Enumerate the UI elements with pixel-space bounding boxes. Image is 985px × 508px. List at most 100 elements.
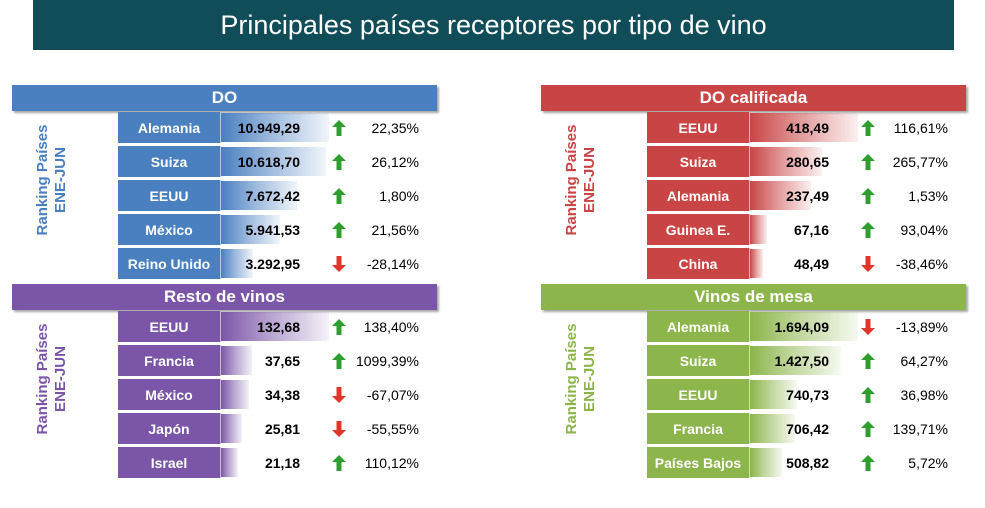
panel-title: Vinos de mesa bbox=[541, 284, 966, 310]
ranking-row: EEUU 7.672,42 1,80% bbox=[12, 180, 437, 211]
data-bar bbox=[750, 380, 798, 409]
change-percent: 1,53% bbox=[908, 187, 948, 204]
panel-title: DO calificada bbox=[541, 85, 966, 111]
value-label: 10.618,70 bbox=[237, 153, 300, 170]
panel-title: DO bbox=[12, 85, 437, 111]
data-bar bbox=[221, 448, 239, 477]
data-bar bbox=[750, 147, 823, 176]
country-label: China bbox=[647, 248, 750, 279]
country-label: Francia bbox=[647, 413, 750, 444]
country-label: Alemania bbox=[647, 311, 750, 342]
data-bar bbox=[221, 380, 249, 409]
arrow-up-icon bbox=[861, 421, 875, 437]
value-label: 740,73 bbox=[786, 386, 829, 403]
value-label: 34,38 bbox=[264, 386, 300, 403]
country-label: Suiza bbox=[118, 146, 221, 177]
panel-resto-de-vinos: Resto de vinos Ranking Países ENE-JUN EEUU 1… bbox=[12, 284, 437, 480]
arrow-up-icon bbox=[332, 120, 346, 136]
arrow-down-icon bbox=[861, 256, 875, 272]
ranking-row: Países Bajos 508,82 5,72% bbox=[541, 447, 966, 478]
value-label: 3.292,95 bbox=[245, 255, 301, 272]
change-percent: 139,71% bbox=[892, 420, 948, 437]
data-bar bbox=[750, 249, 763, 278]
change-percent: 64,27% bbox=[900, 352, 948, 369]
change-percent: -38,46% bbox=[895, 255, 948, 272]
panel-do: DO Ranking Países ENE-JUN Alemania 10.949,29… bbox=[12, 85, 437, 281]
ranking-row: Israel 21,18 110,12% bbox=[12, 447, 437, 478]
data-bar bbox=[221, 346, 252, 375]
arrow-up-icon bbox=[332, 222, 346, 238]
arrow-up-icon bbox=[332, 319, 346, 335]
panel-title: Resto de vinos bbox=[12, 284, 437, 310]
data-bar bbox=[221, 249, 254, 278]
ranking-row: Suiza 1.427,50 64,27% bbox=[541, 345, 966, 376]
page-title: Principales países receptores por tipo d… bbox=[33, 0, 954, 50]
change-percent: -28,14% bbox=[366, 255, 419, 272]
data-bar bbox=[221, 312, 329, 341]
value-label: 48,49 bbox=[793, 255, 829, 272]
ranking-row: Suiza 280,65 265,77% bbox=[541, 146, 966, 177]
value-label: 508,82 bbox=[786, 454, 829, 471]
country-label: Francia bbox=[118, 345, 221, 376]
arrow-up-icon bbox=[332, 353, 346, 369]
value-label: 67,16 bbox=[793, 221, 829, 238]
data-bar bbox=[221, 113, 329, 142]
change-percent: -55,55% bbox=[366, 420, 419, 437]
data-bar bbox=[750, 181, 812, 210]
data-bar bbox=[750, 414, 796, 443]
arrow-up-icon bbox=[861, 222, 875, 238]
change-percent: 22,35% bbox=[371, 119, 419, 136]
ranking-row: Alemania 10.949,29 22,35% bbox=[12, 112, 437, 143]
ranking-row: EEUU 740,73 36,98% bbox=[541, 379, 966, 410]
data-bar bbox=[750, 448, 783, 477]
change-percent: 265,77% bbox=[892, 153, 948, 170]
country-label: EEUU bbox=[647, 379, 750, 410]
ranking-row: Suiza 10.618,70 26,12% bbox=[12, 146, 437, 177]
arrow-down-icon bbox=[332, 256, 346, 272]
change-percent: 1099,39% bbox=[355, 352, 419, 369]
arrow-up-icon bbox=[332, 455, 346, 471]
country-label: Japón bbox=[118, 413, 221, 444]
arrow-up-icon bbox=[861, 188, 875, 204]
change-percent: 138,40% bbox=[363, 318, 419, 335]
country-label: EEUU bbox=[118, 311, 221, 342]
arrow-down-icon bbox=[332, 421, 346, 437]
country-label: México bbox=[118, 214, 221, 245]
value-label: 1.694,09 bbox=[774, 318, 830, 335]
change-percent: 21,56% bbox=[371, 221, 419, 238]
value-label: 7.672,42 bbox=[245, 187, 301, 204]
ranking-row: Guinea E. 67,16 93,04% bbox=[541, 214, 966, 245]
value-label: 280,65 bbox=[786, 153, 829, 170]
data-bar bbox=[750, 346, 841, 375]
arrow-up-icon bbox=[861, 353, 875, 369]
change-percent: 5,72% bbox=[908, 454, 948, 471]
value-label: 418,49 bbox=[786, 119, 829, 136]
arrow-up-icon bbox=[861, 455, 875, 471]
country-label: Alemania bbox=[118, 112, 221, 143]
data-bar bbox=[221, 215, 280, 244]
country-label: Reino Unido bbox=[118, 248, 221, 279]
value-label: 706,42 bbox=[786, 420, 829, 437]
arrow-down-icon bbox=[332, 387, 346, 403]
value-label: 132,68 bbox=[257, 318, 300, 335]
data-bar bbox=[750, 113, 858, 142]
data-bar bbox=[221, 181, 297, 210]
arrow-up-icon bbox=[861, 387, 875, 403]
change-percent: -67,07% bbox=[366, 386, 419, 403]
value-label: 25,81 bbox=[264, 420, 300, 437]
value-label: 1.427,50 bbox=[774, 352, 830, 369]
ranking-row: Alemania 1.694,09 -13,89% bbox=[541, 311, 966, 342]
change-percent: 26,12% bbox=[371, 153, 419, 170]
arrow-up-icon bbox=[332, 188, 346, 204]
country-label: México bbox=[118, 379, 221, 410]
panel-vinos-de-mesa: Vinos de mesa Ranking Países ENE-JUN Aleman… bbox=[541, 284, 966, 480]
panel-do-calificada: DO calificada Ranking Países ENE-JUN EEUU 41… bbox=[541, 85, 966, 281]
ranking-row: Francia 706,42 139,71% bbox=[541, 413, 966, 444]
country-label: Suiza bbox=[647, 146, 750, 177]
change-percent: 1,80% bbox=[379, 187, 419, 204]
value-label: 21,18 bbox=[264, 454, 300, 471]
change-percent: 93,04% bbox=[900, 221, 948, 238]
ranking-row: México 34,38 -67,07% bbox=[12, 379, 437, 410]
country-label: Israel bbox=[118, 447, 221, 478]
country-label: EEUU bbox=[118, 180, 221, 211]
